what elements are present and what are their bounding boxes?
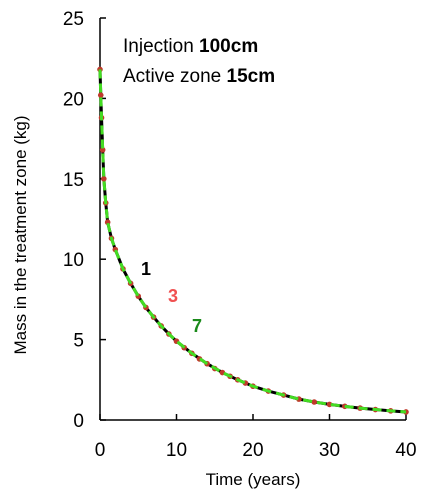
series-3-point: [311, 399, 318, 405]
y-tick-label: 10: [63, 250, 84, 271]
series-3-point: [101, 176, 107, 182]
ticks: 0 10 20 30 40 0 5 10 15 20 25: [63, 9, 417, 461]
x-tick-label: 20: [242, 440, 263, 461]
y-axis-title: Mass in the treatment zone (kg): [11, 115, 30, 354]
curve-label-1: 1: [141, 259, 151, 279]
curve-label-3: 3: [168, 286, 178, 306]
series-layer: [97, 66, 409, 415]
series-line-1: [98, 69, 407, 414]
y-tick-label: 0: [73, 411, 84, 432]
annotation: Injection 100cm Active zone 15cm: [123, 36, 275, 87]
annotation-injection-value: 100cm: [199, 36, 258, 57]
x-tick-label: 0: [95, 440, 106, 461]
annotation-line-2: Active zone 15cm: [123, 66, 275, 87]
annotation-active-zone-label: Active zone: [123, 66, 227, 87]
x-tick-label: 40: [395, 440, 416, 461]
series-3-point: [97, 92, 104, 98]
y-tick-label: 5: [73, 331, 84, 352]
curve-label-7: 7: [192, 316, 202, 336]
annotation-active-zone-value: 15cm: [227, 66, 276, 87]
x-tick-label: 10: [166, 440, 187, 461]
y-tick-label: 20: [63, 89, 84, 110]
annotation-line-1: Injection 100cm: [123, 36, 258, 57]
y-tick-label: 15: [63, 170, 84, 191]
series-line-7: [98, 69, 407, 414]
plot-area: 0 10 20 30 40 0 5 10 15 20 25: [63, 9, 417, 461]
x-axis-title: Time (years): [206, 470, 301, 489]
y-tick-label: 25: [63, 9, 84, 30]
x-tick-label: 30: [319, 440, 340, 461]
annotation-injection-label: Injection: [123, 36, 199, 57]
